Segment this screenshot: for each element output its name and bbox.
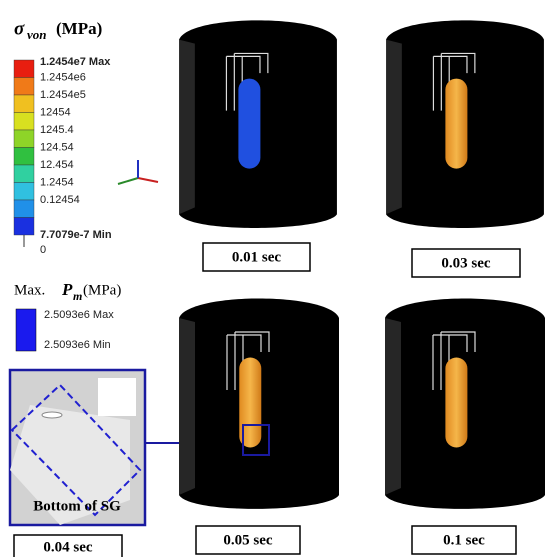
pm-prefix: Max. (14, 282, 45, 298)
figure-canvas: σ von (MPa) 1.2454e7 Max 1.2454e6 1.2454e5… (0, 0, 552, 557)
axis-triad (118, 160, 158, 184)
panels: 0.01 sec 0.03 sec 0.05 sec 0.1 sec (179, 20, 545, 554)
colorbar-label: 1.2454e5 (40, 89, 86, 101)
vessel (445, 79, 467, 169)
colorbar-segment (14, 113, 34, 131)
colorbar-segment (14, 165, 34, 183)
caption: 0.1 sec (443, 532, 485, 548)
zero-label: 0 (40, 244, 46, 256)
caption: 0.01 sec (232, 249, 281, 265)
colorbar: 1.2454e7 Max 1.2454e6 1.2454e5 12454 1245.4 1… (14, 56, 112, 256)
legend-unit: (MPa) (56, 19, 102, 38)
pm-unit: (MPa) (83, 282, 121, 298)
colorbar-segment (14, 200, 34, 218)
inset-label: Bottom of SG (33, 498, 121, 514)
figure: σ von (MPa) 1.2454e7 Max 1.2454e6 1.2454e5… (0, 0, 552, 557)
pm-symbol: P (61, 280, 73, 299)
colorbar-label: 12454 (40, 106, 71, 118)
colorbar-label: 1.2454e6 (40, 71, 86, 83)
pm-min: 2.5093e6 Min (44, 339, 111, 351)
pm-swatch (16, 309, 36, 351)
colorbar-label: 1.2454 (40, 176, 74, 188)
colorbar-label: 12.454 (40, 159, 74, 171)
colorbar-segment (14, 95, 34, 113)
colorbar-label: 0.12454 (40, 194, 80, 206)
caption: 0.04 sec (43, 539, 92, 555)
colorbar-segment (14, 148, 34, 166)
colorbar-segment (14, 130, 34, 148)
colorbar-label: 1245.4 (40, 124, 74, 136)
vessel (445, 358, 467, 448)
colorbar-label: 7.7079e-7 Min (40, 229, 112, 241)
colorbar-label: 1.2454e7 Max (40, 56, 111, 68)
legend-symbol: σ (14, 18, 25, 39)
legend-subscript: von (27, 27, 47, 42)
pm-subscript: m (73, 289, 82, 303)
colorbar-segment (14, 183, 34, 201)
vessel (238, 79, 260, 169)
colorbar-label: 124.54 (40, 141, 74, 153)
pm-max: 2.5093e6 Max (44, 309, 114, 321)
caption: 0.03 sec (441, 255, 490, 271)
colorbar-segment (14, 218, 34, 236)
colorbar-segment (14, 78, 34, 96)
colorbar-segment (14, 60, 34, 78)
caption: 0.05 sec (223, 532, 272, 548)
